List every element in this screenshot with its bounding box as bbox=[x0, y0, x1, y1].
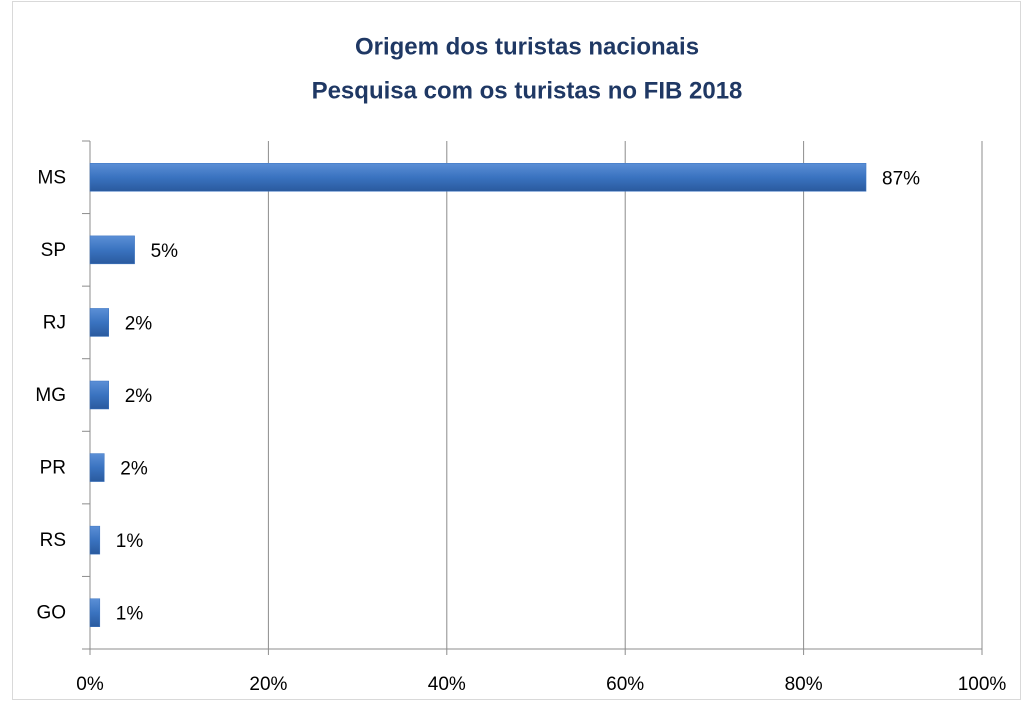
chart-title: Origem dos turistas nacionais bbox=[355, 33, 699, 60]
y-tick-label: MG bbox=[35, 385, 66, 406]
y-tick-label: PR bbox=[40, 458, 66, 479]
data-label: 2% bbox=[125, 386, 153, 407]
bar bbox=[89, 308, 109, 337]
bar bbox=[89, 453, 105, 482]
x-tick-label: 60% bbox=[606, 674, 644, 695]
y-tick-label: RS bbox=[40, 530, 66, 551]
data-label: 1% bbox=[116, 531, 144, 552]
data-label: 2% bbox=[120, 459, 148, 480]
x-tick-label: 100% bbox=[958, 674, 1007, 695]
x-tick-label: 0% bbox=[76, 674, 104, 695]
y-tick-label: SP bbox=[41, 240, 66, 261]
bar bbox=[89, 598, 101, 627]
bar bbox=[89, 163, 867, 192]
y-tick-label: RJ bbox=[43, 312, 66, 333]
bar bbox=[89, 525, 101, 555]
x-tick-label: 20% bbox=[249, 674, 287, 695]
chart-subtitle: Pesquisa com os turistas no FIB 2018 bbox=[312, 77, 743, 104]
bar bbox=[89, 235, 135, 265]
bar bbox=[89, 380, 109, 410]
y-tick-label: MS bbox=[38, 167, 67, 188]
data-label: 87% bbox=[882, 168, 920, 189]
data-label: 1% bbox=[116, 604, 144, 625]
data-label: 5% bbox=[151, 241, 179, 262]
chart-border bbox=[12, 1, 1021, 700]
data-label: 2% bbox=[125, 313, 153, 334]
x-tick-label: 40% bbox=[428, 674, 466, 695]
y-tick-label: GO bbox=[36, 603, 66, 624]
x-tick-label: 80% bbox=[785, 674, 823, 695]
